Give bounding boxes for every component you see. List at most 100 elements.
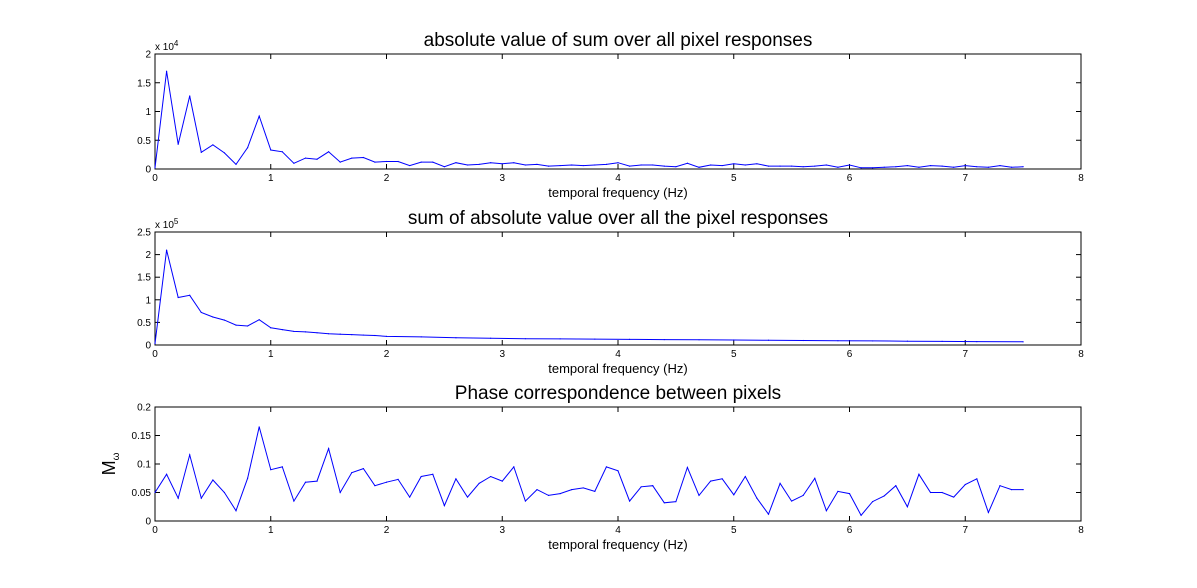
data-point — [872, 167, 874, 169]
data-point — [466, 496, 469, 498]
x-tick-label: 1 — [268, 349, 274, 360]
data-point — [547, 165, 550, 167]
data-point — [663, 502, 665, 504]
data-point — [409, 164, 411, 167]
data-point — [594, 338, 596, 340]
data-point — [814, 165, 816, 167]
y-tick-label: 2.5 — [137, 228, 151, 239]
data-point — [478, 482, 480, 484]
data-point — [247, 477, 249, 479]
data-point — [594, 164, 596, 166]
data-point — [247, 325, 249, 327]
y-tick-label: 0.05 — [132, 488, 152, 499]
data-point — [710, 164, 712, 166]
y-multiplier: x 104 — [155, 39, 179, 53]
x-tick-label: 2 — [384, 525, 390, 536]
data-point — [744, 164, 746, 166]
data-point — [200, 497, 202, 499]
data-point — [351, 334, 353, 336]
data-point — [791, 165, 793, 167]
data-point — [929, 491, 932, 494]
data-point — [293, 330, 295, 333]
data-point — [779, 165, 781, 167]
data-point — [987, 166, 990, 168]
plot-frame — [154, 406, 1082, 522]
data-point — [165, 473, 168, 475]
data-point — [223, 491, 226, 494]
x-tick-label: 0 — [152, 525, 158, 536]
data-point — [675, 501, 677, 503]
data-point — [721, 164, 723, 167]
x-tick-label: 3 — [499, 525, 505, 536]
data-point — [617, 162, 619, 164]
data-point — [455, 337, 457, 339]
data-point — [941, 491, 943, 494]
data-point — [304, 481, 307, 483]
data-point — [258, 115, 260, 117]
data-point — [860, 514, 862, 516]
data-point — [328, 448, 330, 450]
data-point — [223, 152, 226, 154]
data-point — [582, 164, 584, 167]
data-point — [455, 478, 457, 480]
data-point — [339, 491, 341, 494]
data-point — [698, 339, 700, 341]
y-multiplier-base: x 10 — [155, 42, 174, 53]
data-point — [767, 339, 770, 341]
data-point — [1010, 166, 1013, 168]
x-tick-label: 8 — [1078, 525, 1084, 536]
data-point — [443, 166, 445, 168]
x-tick-label: 2 — [384, 173, 390, 184]
data-point — [420, 475, 422, 478]
data-point — [490, 162, 492, 164]
series-line — [154, 426, 1024, 517]
data-point — [235, 324, 237, 326]
data-point — [501, 480, 503, 482]
data-point — [559, 338, 561, 340]
data-point — [710, 480, 712, 482]
data-point — [270, 327, 272, 329]
data-point — [513, 162, 515, 164]
data-point — [524, 164, 527, 166]
data-point — [767, 513, 770, 515]
data-point — [594, 490, 596, 492]
data-point — [686, 466, 689, 469]
data-point — [953, 166, 955, 168]
chart-title: Phase correspondence between pixels — [455, 383, 781, 404]
data-point — [316, 158, 318, 160]
data-point — [571, 164, 573, 166]
x-tick-label: 8 — [1078, 349, 1084, 360]
y-tick-label: 0.5 — [137, 136, 151, 147]
data-point — [420, 161, 422, 163]
data-point — [177, 497, 179, 499]
data-point — [872, 501, 874, 503]
data-point — [397, 478, 399, 480]
y-axis-label: Mω — [99, 452, 122, 475]
data-point — [895, 166, 897, 168]
data-point — [848, 493, 851, 495]
data-point — [686, 162, 689, 164]
data-point — [733, 494, 735, 496]
data-point — [976, 166, 978, 168]
data-point — [802, 166, 804, 168]
data-point — [756, 163, 758, 165]
data-point — [929, 164, 932, 167]
y-tick-label: 0 — [145, 165, 151, 176]
data-point — [628, 165, 631, 167]
x-tick-label: 6 — [847, 173, 853, 184]
y-multiplier-base: x 10 — [155, 220, 174, 231]
data-point — [374, 161, 376, 163]
data-point — [733, 163, 735, 165]
data-point — [524, 338, 527, 340]
y-multiplier: x 105 — [155, 217, 179, 231]
x-tick-label: 7 — [962, 173, 968, 184]
data-point — [571, 489, 573, 491]
data-point — [304, 157, 307, 159]
y-tick-label: 1.5 — [137, 78, 151, 89]
plot-frame — [154, 231, 1082, 346]
y-tick-label: 2 — [145, 50, 151, 61]
data-point — [617, 470, 619, 472]
data-point — [883, 166, 885, 168]
data-point — [420, 336, 422, 338]
data-point — [270, 149, 272, 151]
